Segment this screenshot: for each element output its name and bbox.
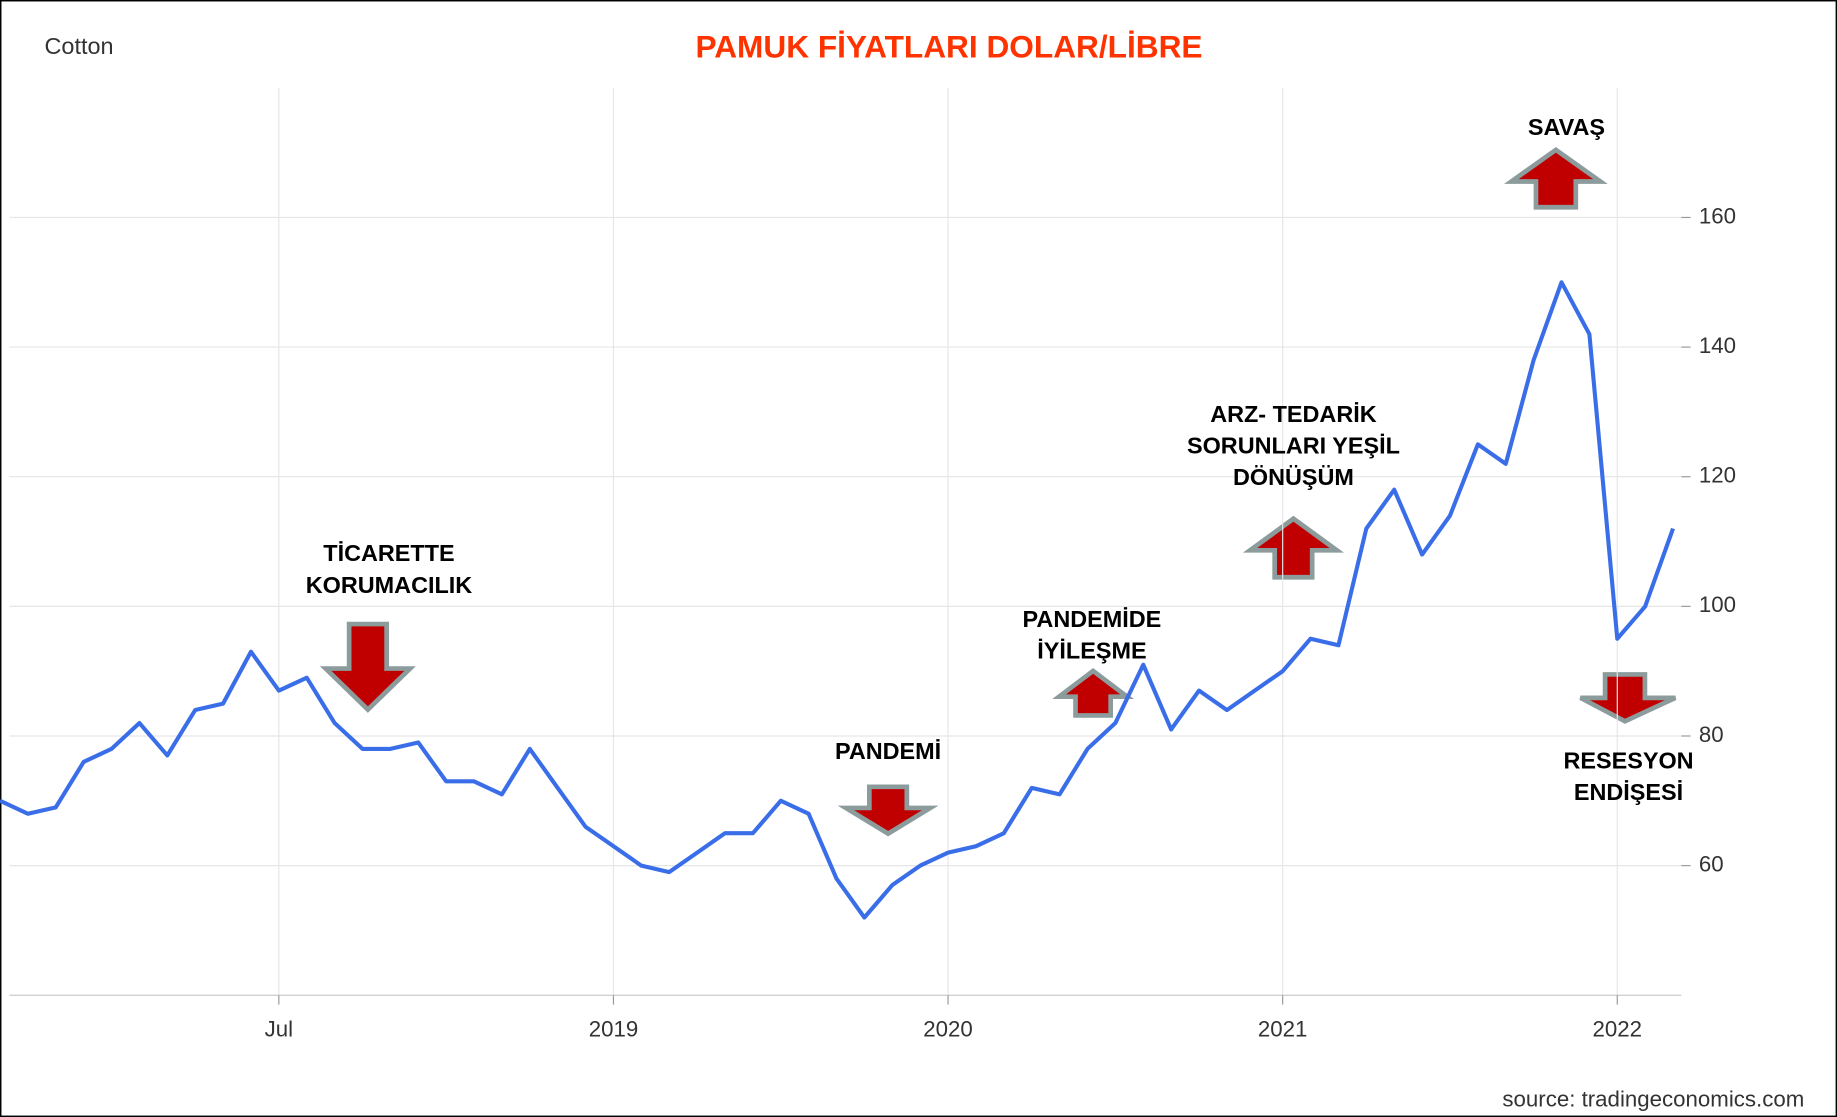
y-tick-label: 60 [1699,852,1724,877]
x-tick-label: 2022 [1593,1016,1643,1041]
arrow-down [319,621,416,713]
annotation: PANDEMİDE [1023,606,1162,632]
annotation: ENDİŞESİ [1574,779,1683,805]
annotation: RESESYON [1563,747,1693,773]
x-tick-label: 2020 [923,1016,973,1041]
y-tick-label: 140 [1699,333,1736,358]
source: source: tradingeconomics.com [1502,1087,1804,1112]
annotation: SAVAŞ [1528,114,1605,140]
line [0,280,1675,920]
y-tick-label: 80 [1699,722,1724,747]
annotation: SORUNLARI YEŞİL [1187,432,1400,458]
arrow-up [1242,515,1344,580]
arrow-up [1052,667,1135,718]
y-tick-label: 120 [1699,463,1736,488]
x-tick-label: Jul [265,1016,293,1041]
annotation: KORUMACILIK [306,572,473,598]
arrow-up [1504,147,1608,210]
annotation: DÖNÜŞÜM [1233,464,1354,490]
x-tick-label: 2019 [589,1016,639,1041]
annotation: TİCARETTE [323,540,454,566]
y-tick-label: 100 [1699,592,1736,617]
x-tick-label: 2021 [1258,1016,1308,1041]
y-tick-label: 160 [1699,203,1736,228]
arrow-down [837,784,939,837]
annotation: İYİLEŞME [1037,637,1146,663]
arrow-down [1579,672,1677,724]
series-label: Cotton [45,33,114,59]
chart-title: PAMUK FİYATLARI DOLAR/LİBRE [695,29,1202,65]
annotation: ARZ- TEDARİK [1210,401,1377,427]
annotation: PANDEMİ [835,738,941,764]
